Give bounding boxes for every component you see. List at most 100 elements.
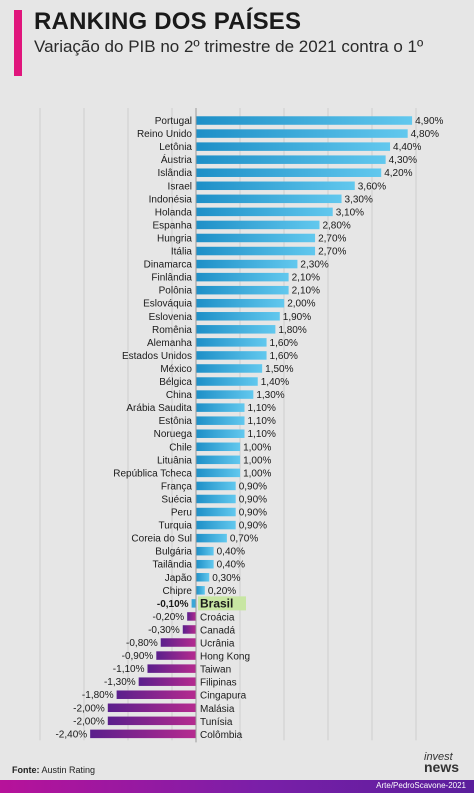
category-label: Finlândia xyxy=(151,273,192,284)
category-label: Tunísia xyxy=(200,717,233,728)
bar xyxy=(196,285,289,295)
value-label: -2,00% xyxy=(73,703,105,714)
bar xyxy=(196,403,245,412)
category-label: Cingapura xyxy=(200,691,247,702)
category-label: Ucrânia xyxy=(200,639,235,650)
bar xyxy=(191,599,196,608)
category-label: Canadá xyxy=(200,625,235,636)
category-label: Noruega xyxy=(154,429,193,440)
value-label: 1,60% xyxy=(270,351,298,362)
category-label: Romênia xyxy=(152,325,192,336)
bar xyxy=(196,168,382,177)
value-label: -1,10% xyxy=(113,664,145,675)
bottom-color-strip xyxy=(0,780,474,793)
bar xyxy=(196,272,289,282)
category-label: Espanha xyxy=(153,220,193,231)
source-note: Fonte: Austin Rating xyxy=(12,765,95,775)
value-label: -0,90% xyxy=(122,651,154,662)
value-label: 0,40% xyxy=(217,547,245,558)
bar xyxy=(196,220,320,230)
investnews-logo: invest news xyxy=(424,751,468,775)
bar xyxy=(196,155,386,164)
category-label: Chipre xyxy=(163,586,193,597)
logo-bottom-text: news xyxy=(424,759,460,775)
value-label: 1,90% xyxy=(283,312,311,323)
category-label: Bulgária xyxy=(155,547,192,558)
bar xyxy=(196,129,408,138)
value-label: 4,80% xyxy=(411,129,439,140)
category-label: Taiwan xyxy=(200,665,231,676)
bar xyxy=(116,690,196,699)
category-label: Polônia xyxy=(159,286,193,297)
value-label: 2,70% xyxy=(318,247,346,258)
value-label: 4,20% xyxy=(384,168,412,179)
value-label: 1,10% xyxy=(248,429,276,440)
value-label: 1,00% xyxy=(243,442,271,453)
bar xyxy=(182,625,196,634)
value-label: 0,90% xyxy=(239,494,267,505)
bar xyxy=(196,533,227,543)
value-label: 2,70% xyxy=(318,233,346,244)
source-value: Austin Rating xyxy=(41,765,96,775)
bar xyxy=(196,377,258,386)
category-label: Lituânia xyxy=(157,455,192,466)
value-label: 2,00% xyxy=(287,299,315,310)
value-label: 0,30% xyxy=(212,573,240,584)
category-label: Áustria xyxy=(161,153,193,166)
value-label: 0,70% xyxy=(230,534,258,545)
bar xyxy=(196,442,241,452)
bar xyxy=(107,716,196,726)
value-label: 3,60% xyxy=(358,181,386,192)
value-label: -0,30% xyxy=(148,625,180,636)
value-label: 4,90% xyxy=(415,116,443,127)
value-label: 0,90% xyxy=(239,508,267,519)
bar xyxy=(196,312,280,321)
category-label: Holanda xyxy=(155,207,193,218)
value-label: -1,80% xyxy=(82,690,114,701)
category-label: Arábia Saudita xyxy=(126,403,192,414)
value-label: 1,50% xyxy=(265,364,293,375)
value-label: -0,10% xyxy=(157,599,189,610)
category-label: Hungria xyxy=(157,233,192,244)
bar xyxy=(156,651,196,660)
category-label: Brasil xyxy=(200,596,233,610)
category-label: Suécia xyxy=(161,494,192,505)
category-label: Israel xyxy=(168,181,192,192)
bar xyxy=(196,507,236,517)
bar xyxy=(196,416,245,425)
logo-top-text: invest xyxy=(424,751,453,763)
category-label: Malásia xyxy=(200,704,235,715)
value-label: 3,30% xyxy=(345,194,373,205)
bar xyxy=(196,559,214,569)
chart-subtitle: Variação do PIB no 2º trimestre de 2021 … xyxy=(34,37,424,56)
category-label: França xyxy=(161,481,193,492)
art-credit: Arte/PedroScavone-2021 xyxy=(376,781,466,790)
value-label: -2,00% xyxy=(73,716,105,727)
value-label: 2,80% xyxy=(322,220,350,231)
category-label: México xyxy=(160,364,192,375)
value-label: 0,90% xyxy=(239,521,267,532)
value-label: 1,60% xyxy=(270,338,298,349)
bar xyxy=(107,703,196,713)
value-label: 1,30% xyxy=(256,390,284,401)
bar xyxy=(138,677,196,686)
bar xyxy=(196,573,210,582)
bar xyxy=(196,351,267,360)
bar xyxy=(196,481,236,491)
bar xyxy=(196,259,298,269)
category-label: República Tcheca xyxy=(113,468,192,479)
bar xyxy=(196,325,276,334)
highlight-label-bg xyxy=(198,596,246,611)
bar xyxy=(90,729,196,739)
bar xyxy=(196,520,236,530)
category-label: Bélgica xyxy=(159,377,192,388)
bar xyxy=(196,233,316,243)
value-label: 1,40% xyxy=(261,377,289,388)
source-label: Fonte: xyxy=(12,765,40,775)
category-label: Croácia xyxy=(200,612,235,623)
category-label: Reino Unido xyxy=(137,129,192,140)
category-label: Turquia xyxy=(158,521,192,532)
bar xyxy=(196,181,355,191)
bar xyxy=(196,207,333,217)
bar xyxy=(196,586,205,595)
